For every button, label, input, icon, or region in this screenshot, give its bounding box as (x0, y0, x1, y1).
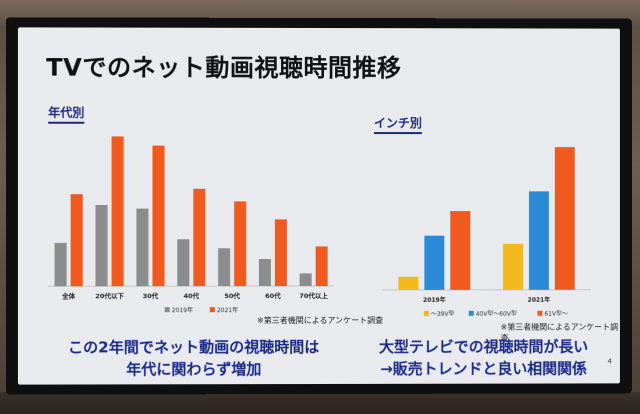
x-tick-label: 60代 (265, 291, 281, 300)
x-tick-label: 2021年 (528, 296, 551, 304)
legend-label: ～39V型 (431, 310, 455, 316)
legend-label: 61V型～ (544, 310, 568, 316)
presentation-slide: TVでのネット動画視聴時間推移 年代別 インチ別 全体 20代以下 30代 40代 50… (18, 27, 620, 384)
legend-swatch (165, 307, 170, 312)
display-screen: TVでのネット動画視聴時間推移 年代別 インチ別 全体 20代以下 30代 40代 50… (6, 17, 632, 394)
bar (152, 145, 164, 286)
message-right-line1: 大型テレビでの視聴時間が長い (359, 336, 608, 358)
slide-title: TVでのネット動画視聴時間推移 (46, 47, 401, 83)
message-left: この2年間でネット動画の視聴時間は 年代に関わらず増加 (48, 336, 339, 381)
survey-note-age: ※第三者機関によるアンケート調査 (257, 315, 383, 326)
x-tick-label: 70代以上 (299, 291, 328, 300)
bar (275, 219, 287, 286)
floor (0, 392, 640, 414)
bar (300, 273, 312, 286)
legend-swatch (424, 311, 429, 316)
inch-bar-chart: 2019年 2021年 ～39V型 40V型～60V型 61V型～ (364, 136, 608, 316)
bar (529, 191, 549, 289)
message-left-line2: 年代に関わらず増加 (48, 358, 339, 381)
bar (398, 277, 418, 290)
x-tick-label: 20代以下 (95, 291, 124, 300)
legend-label: 40V型～60V型 (476, 310, 517, 316)
bar (177, 239, 189, 286)
message-right: 大型テレビでの視聴時間が長い →販売トレンドと良い相関関係 (359, 336, 608, 380)
x-tick-label: 50代 (224, 291, 240, 300)
bar (136, 209, 148, 287)
x-tick-label: 2019年 (423, 296, 446, 304)
bar (424, 236, 444, 290)
legend-swatch (469, 311, 474, 316)
x-tick-label: 全体 (61, 291, 76, 300)
x-tick-label: 30代 (143, 291, 159, 300)
bar (259, 259, 271, 286)
bar (95, 205, 107, 286)
legend-swatch (210, 307, 215, 312)
bar (234, 201, 246, 286)
bar (316, 246, 328, 286)
bar (503, 244, 523, 290)
chart-title-inch: インチ別 (374, 114, 422, 134)
bar (450, 211, 470, 290)
legend-label: 2021年 (217, 306, 238, 314)
bar (55, 243, 67, 286)
message-right-line2: →販売トレンドと良い相関関係 (359, 357, 608, 379)
age-bar-chart: 全体 20代以下 30代 40代 50代 60代 70代以上 2019年 2021年 (36, 116, 337, 317)
bar (555, 147, 575, 290)
legend-swatch (537, 311, 542, 316)
bar (218, 248, 230, 286)
bar (71, 194, 83, 286)
bar (112, 136, 124, 286)
page-number: 4 (608, 357, 612, 365)
x-tick-label: 40代 (184, 291, 200, 300)
legend-label: 2019年 (172, 306, 193, 314)
bar (193, 189, 205, 286)
message-left-line1: この2年間でネット動画の視聴時間は (48, 336, 339, 359)
